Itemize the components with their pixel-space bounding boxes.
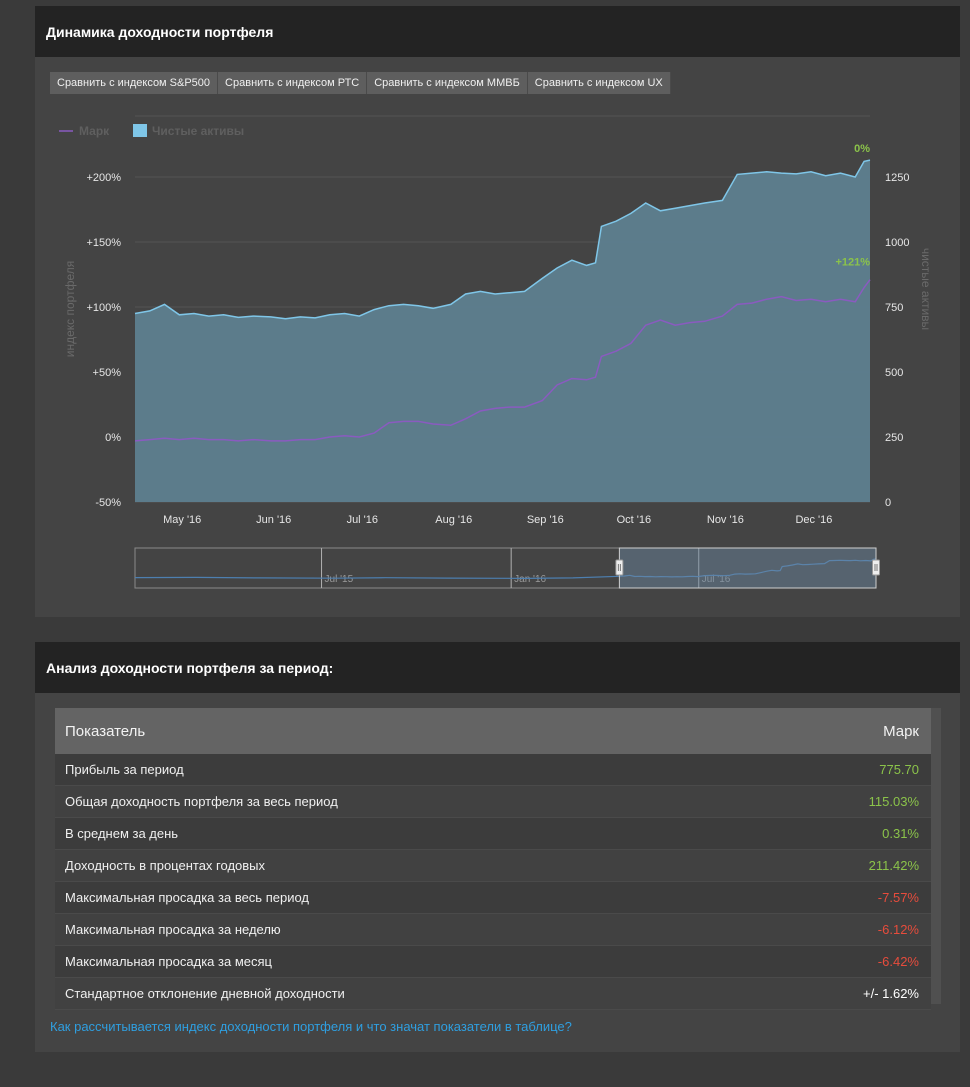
table-row: Максимальная просадка за неделю -6.12% <box>55 914 931 946</box>
metric-label: Общая доходность портфеля за весь период <box>65 794 338 809</box>
metric-value: 211.42% <box>868 858 919 873</box>
compare-rts-button[interactable]: Сравнить с индексом РТС <box>218 72 368 94</box>
x-tick-label: May '16 <box>163 514 201 526</box>
compare-ux-button[interactable]: Сравнить с индексом UX <box>527 72 671 94</box>
compare-buttons: Сравнить с индексом S&P500 Сравнить с ин… <box>50 72 671 94</box>
x-tick-label: Oct '16 <box>617 514 652 526</box>
table-header: Показатель Марк <box>55 708 931 754</box>
table-row: Максимальная просадка за месяц -6.42% <box>55 946 931 978</box>
portfolio-chart[interactable]: +200% +150% +100% +50% 0% -50% 1250 1000 750 500 2… <box>35 106 960 601</box>
compare-micex-button[interactable]: Сравнить с индексом ММВБ <box>367 72 528 94</box>
table-row: Стандартное отклонение дневной доходност… <box>55 978 931 1010</box>
y-left-tick-label: -50% <box>95 497 121 509</box>
table-scrollbar[interactable] <box>931 708 941 1004</box>
metric-value: -6.42% <box>877 954 919 969</box>
table-row: Прибыль за период 775.70 <box>55 754 931 786</box>
navigator-right-handle[interactable] <box>872 559 880 576</box>
compare-sp500-button[interactable]: Сравнить с индексом S&P500 <box>50 72 219 94</box>
metric-label: Стандартное отклонение дневной доходност… <box>65 986 345 1001</box>
metric-value: 775.70 <box>879 762 919 777</box>
analysis-table: Показатель Марк Прибыль за период 775.70 О… <box>55 708 941 1010</box>
y-left-tick-label: +150% <box>86 237 121 249</box>
series-net-assets-line <box>134 159 871 320</box>
y-right-tick-label: 500 <box>885 367 903 379</box>
y-right-tick-label: 1000 <box>885 237 909 249</box>
y-left-axis-title: индекс портфеля <box>63 261 77 357</box>
navigator-tick-label: Jan '16 <box>514 574 546 585</box>
y-left-tick-label: 0% <box>105 432 121 444</box>
x-tick-label: Sep '16 <box>527 514 564 526</box>
help-link[interactable]: Как рассчитывается индекс доходности пор… <box>50 1019 572 1034</box>
x-tick-label: Aug '16 <box>435 514 472 526</box>
y-right-tick-label: 1250 <box>885 172 909 184</box>
table-body: Прибыль за период 775.70 Общая доходность … <box>55 754 931 1010</box>
navigator-tick-label: Jul '15 <box>325 574 354 585</box>
navigator-left-handle[interactable] <box>615 559 624 576</box>
metric-value: -6.12% <box>877 922 919 937</box>
analysis-panel: Анализ доходности портфеля за период: По… <box>35 642 960 1052</box>
metric-label: Максимальная просадка за весь период <box>65 890 309 905</box>
table-row: В среднем за день 0.31% <box>55 818 931 850</box>
navigator-series-line <box>134 558 877 580</box>
navigator-selection[interactable] <box>618 547 877 589</box>
net-assets-end-label: 0% <box>854 143 870 155</box>
legend-net-assets-swatch <box>133 124 147 137</box>
metric-value: -7.57% <box>877 890 919 905</box>
series-net-assets-area <box>135 160 870 502</box>
table-row: Максимальная просадка за весь период -7.5… <box>55 882 931 914</box>
table-row: Общая доходность портфеля за весь период… <box>55 786 931 818</box>
metric-value: 0.31% <box>882 826 919 841</box>
y-left-tick-label: +100% <box>86 302 121 314</box>
column-header-portfolio[interactable]: Марк <box>883 722 919 740</box>
column-header-metric[interactable]: Показатель <box>65 722 146 740</box>
y-left-tick-label: +200% <box>86 172 121 184</box>
x-tick-label: Jul '16 <box>347 514 378 526</box>
legend-net-assets-label: Чистые активы <box>152 124 244 138</box>
y-right-tick-label: 0 <box>885 497 891 509</box>
portfolio-chart-panel: Динамика доходности портфеля Сравнить с … <box>35 6 960 617</box>
chart-panel-title: Динамика доходности портфеля <box>35 6 960 57</box>
metric-value: 115.03% <box>868 794 919 809</box>
x-tick-label: Jun '16 <box>256 514 291 526</box>
analysis-panel-title: Анализ доходности портфеля за период: <box>35 642 960 693</box>
metric-label: Прибыль за период <box>65 762 184 777</box>
navigator-tick-label: Jul '16 <box>702 574 731 585</box>
metric-label: Максимальная просадка за месяц <box>65 954 272 969</box>
y-left-tick-label: +50% <box>93 367 122 379</box>
y-right-axis-title: чистые активы <box>919 248 933 330</box>
legend-portfolio-label: Марк <box>79 124 110 138</box>
portfolio-end-label: +121% <box>835 257 870 269</box>
table-row: Доходность в процентах годовых 211.42% <box>55 850 931 882</box>
x-tick-label: Dec '16 <box>795 514 832 526</box>
metric-value: +/- 1.62% <box>862 986 919 1001</box>
metric-label: Доходность в процентах годовых <box>65 858 266 873</box>
navigator-frame <box>134 547 877 589</box>
x-tick-label: Nov '16 <box>707 514 744 526</box>
metric-label: Максимальная просадка за неделю <box>65 922 281 937</box>
metric-label: В среднем за день <box>65 826 179 841</box>
y-right-tick-label: 250 <box>885 432 903 444</box>
y-right-tick-label: 750 <box>885 302 903 314</box>
series-portfolio-line <box>134 279 871 442</box>
